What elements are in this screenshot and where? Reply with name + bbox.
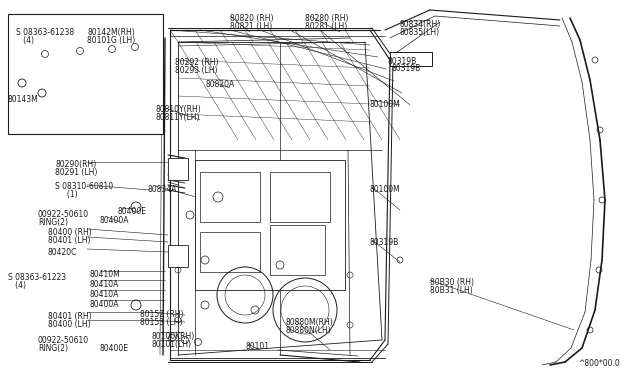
Text: 80400 (LH): 80400 (LH) <box>48 320 91 329</box>
Bar <box>270 172 330 222</box>
Text: 80281 (LH): 80281 (LH) <box>305 22 348 31</box>
Text: 00922-50610: 00922-50610 <box>38 336 89 345</box>
Text: S 08310-60810: S 08310-60810 <box>55 182 113 191</box>
Bar <box>200 172 260 222</box>
Text: 80101G (LH): 80101G (LH) <box>87 36 135 45</box>
Bar <box>390 52 432 66</box>
Text: 80880M(RH): 80880M(RH) <box>286 318 333 327</box>
Text: ^800*00.0: ^800*00.0 <box>579 359 620 368</box>
Text: 80319B: 80319B <box>391 64 420 73</box>
Text: 80880N(LH): 80880N(LH) <box>286 326 332 335</box>
Text: 80810Y(RH): 80810Y(RH) <box>155 105 201 114</box>
Bar <box>168 245 188 267</box>
Text: 80100M: 80100M <box>370 100 401 109</box>
Text: 80400E: 80400E <box>100 344 129 353</box>
Text: 80400E: 80400E <box>117 207 146 216</box>
Text: (4): (4) <box>8 281 26 290</box>
Text: S 08363-61223: S 08363-61223 <box>8 273 66 282</box>
Text: 80100KRH): 80100KRH) <box>152 332 195 341</box>
Text: 80401 (LH): 80401 (LH) <box>48 236 90 245</box>
Text: 80101(LH): 80101(LH) <box>152 340 192 349</box>
Text: 80292 (RH): 80292 (RH) <box>175 58 218 67</box>
Text: 80821 (LH): 80821 (LH) <box>230 22 272 31</box>
Text: (1): (1) <box>55 190 77 199</box>
Text: RING(2): RING(2) <box>38 344 68 353</box>
Text: 80153 (LH): 80153 (LH) <box>140 318 182 327</box>
Text: 80835(LH): 80835(LH) <box>400 28 440 37</box>
Text: 80319B: 80319B <box>388 57 417 66</box>
Text: 80410M: 80410M <box>90 270 121 279</box>
Text: 80291 (LH): 80291 (LH) <box>55 168 97 177</box>
Text: 80319B: 80319B <box>370 238 399 247</box>
Text: (4): (4) <box>16 36 34 45</box>
Text: 80400 (RH): 80400 (RH) <box>48 228 92 237</box>
Text: 80410A: 80410A <box>90 290 120 299</box>
Text: 00922-50610: 00922-50610 <box>38 210 89 219</box>
Bar <box>8 14 163 134</box>
Text: 80834A: 80834A <box>148 185 177 194</box>
Bar <box>168 158 188 180</box>
Text: 80B30 (RH): 80B30 (RH) <box>430 278 474 287</box>
Text: 80400A: 80400A <box>100 216 129 225</box>
Text: 80B31 (LH): 80B31 (LH) <box>430 286 473 295</box>
Text: 80410A: 80410A <box>90 280 120 289</box>
Text: 80401 (RH): 80401 (RH) <box>48 312 92 321</box>
Text: 80101: 80101 <box>246 342 270 351</box>
Text: 80280 (RH): 80280 (RH) <box>305 14 349 23</box>
Text: 80820A: 80820A <box>205 80 234 89</box>
Text: 80420C: 80420C <box>48 248 77 257</box>
Text: 80290(RH): 80290(RH) <box>55 160 96 169</box>
Text: 80400A: 80400A <box>90 300 120 309</box>
Text: 80152 (RH): 80152 (RH) <box>140 310 184 319</box>
Text: 80100M: 80100M <box>370 185 401 194</box>
Bar <box>195 160 345 290</box>
Text: 80811Y(LH): 80811Y(LH) <box>155 113 200 122</box>
Text: 80142M(RH): 80142M(RH) <box>87 28 135 37</box>
Bar <box>200 232 260 272</box>
Text: 80143M: 80143M <box>8 95 39 104</box>
Bar <box>270 225 325 275</box>
Text: 80834(RH): 80834(RH) <box>400 20 441 29</box>
Text: 80293 (LH): 80293 (LH) <box>175 66 218 75</box>
Text: RING(2): RING(2) <box>38 218 68 227</box>
Text: 80820 (RH): 80820 (RH) <box>230 14 273 23</box>
Text: S 08363-61238: S 08363-61238 <box>16 28 74 37</box>
